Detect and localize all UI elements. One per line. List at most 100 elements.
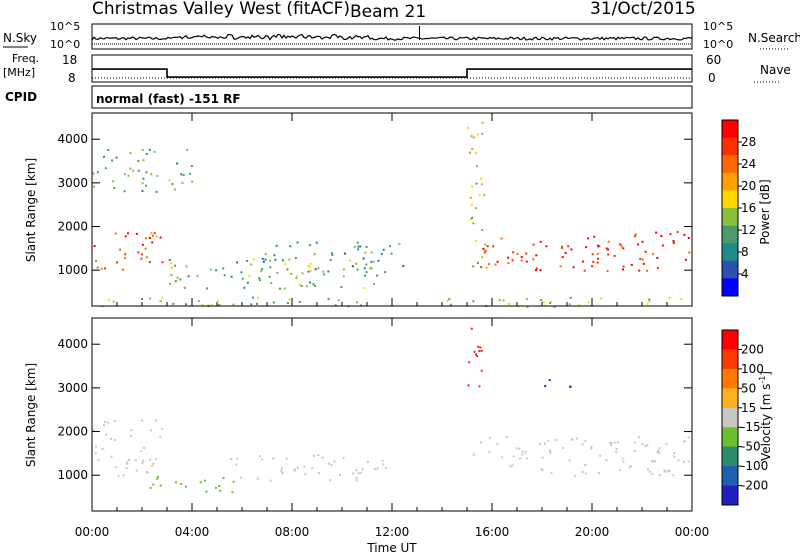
scatter-cell bbox=[651, 473, 654, 476]
scatter-cell bbox=[268, 275, 271, 278]
scatter-cell bbox=[477, 345, 480, 348]
scatter-cell bbox=[137, 160, 140, 163]
colorbar-segment bbox=[722, 137, 738, 156]
scatter-cell bbox=[610, 444, 613, 447]
scatter-cell bbox=[243, 286, 246, 289]
scatter-cell bbox=[502, 299, 505, 302]
nsearch-tick-top: 10^5 bbox=[703, 20, 733, 33]
scatter-cell bbox=[480, 183, 483, 186]
scatter-cell bbox=[607, 240, 610, 243]
scatter-cell bbox=[123, 190, 126, 193]
colorbar-segment bbox=[722, 243, 738, 262]
scatter-cell bbox=[168, 179, 171, 182]
scatter-cell bbox=[607, 248, 610, 251]
scatter-cell bbox=[655, 231, 658, 234]
colorbar-segment bbox=[722, 190, 738, 209]
scatter-cell bbox=[561, 245, 563, 248]
scatter-cell bbox=[214, 486, 217, 489]
scatter-cell bbox=[313, 253, 316, 256]
scatter-cell bbox=[154, 419, 157, 422]
scatter-cell bbox=[356, 301, 359, 304]
scatter-cell bbox=[472, 136, 475, 139]
scatter-cell bbox=[146, 471, 149, 474]
scatter-cell bbox=[135, 232, 138, 235]
scatter-cell bbox=[540, 468, 543, 471]
scatter-cell bbox=[182, 174, 185, 176]
scatter-cell bbox=[596, 244, 599, 247]
scatter-cell bbox=[103, 424, 105, 427]
scatter-cell bbox=[596, 261, 599, 264]
scatter-cell bbox=[646, 302, 649, 305]
scatter-cell bbox=[308, 265, 311, 268]
scatter-cell bbox=[471, 185, 474, 188]
ytick-label: 1000 bbox=[57, 263, 88, 277]
ytick-label: 4000 bbox=[57, 132, 88, 146]
freq-step-line bbox=[92, 68, 692, 78]
colorbar-segment bbox=[722, 260, 738, 279]
scatter-cell bbox=[516, 253, 519, 255]
scatter-cell bbox=[218, 304, 221, 306]
scatter-cell bbox=[480, 177, 482, 180]
scatter-cell bbox=[352, 472, 355, 475]
scatter-cell bbox=[525, 252, 528, 255]
scatter-cell bbox=[569, 385, 572, 388]
scatter-cell bbox=[288, 258, 291, 261]
scatter-cell bbox=[155, 235, 158, 238]
scatter-cell bbox=[203, 479, 206, 482]
scatter-cell bbox=[384, 271, 387, 274]
scatter-cell bbox=[148, 261, 151, 264]
colorbar-segment bbox=[722, 120, 738, 139]
scatter-cell bbox=[646, 269, 648, 272]
scatter-cell bbox=[141, 253, 143, 256]
scatter-cell bbox=[654, 460, 657, 463]
scatter-cell bbox=[355, 479, 358, 482]
scatter-cell bbox=[590, 445, 593, 448]
colorbar-tick-label: 15 bbox=[741, 401, 756, 415]
scatter-cell bbox=[104, 421, 106, 423]
scatter-cell bbox=[161, 261, 164, 264]
scatter-cell bbox=[137, 169, 140, 172]
scatter-cell bbox=[496, 443, 499, 445]
xtick-label: 20:00 bbox=[575, 525, 610, 539]
scatter-cell bbox=[365, 263, 368, 266]
scatter-cell bbox=[309, 270, 312, 272]
power-panel-frame bbox=[91, 112, 693, 307]
scatter-cell bbox=[132, 169, 135, 172]
colorbar-segment bbox=[722, 446, 738, 467]
scatter-cell bbox=[290, 272, 293, 275]
scatter-cell bbox=[568, 459, 571, 462]
scatter-cell bbox=[677, 459, 680, 462]
scatter-cell bbox=[641, 443, 644, 446]
scatter-cell bbox=[205, 490, 208, 493]
scatter-cell bbox=[532, 258, 535, 261]
scatter-cell bbox=[241, 277, 244, 280]
scatter-cell bbox=[402, 265, 405, 268]
scatter-cell bbox=[489, 436, 492, 439]
scatter-cell bbox=[553, 305, 556, 308]
scatter-cell bbox=[191, 180, 194, 183]
scatter-cell bbox=[361, 468, 364, 471]
scatter-cell bbox=[619, 243, 622, 246]
scatter-cell bbox=[222, 267, 225, 270]
scatter-cell bbox=[359, 245, 362, 248]
scatter-cell bbox=[199, 481, 202, 484]
scatter-cell bbox=[480, 266, 483, 269]
scatter-cell bbox=[570, 248, 573, 251]
colorbar-tick-label: -100 bbox=[741, 459, 768, 473]
scatter-cell bbox=[672, 474, 675, 477]
scatter-cell bbox=[142, 459, 145, 462]
scatter-cell bbox=[688, 251, 691, 254]
scatter-cell bbox=[285, 457, 288, 460]
scatter-cell bbox=[309, 281, 312, 284]
scatter-cell bbox=[616, 441, 619, 444]
scatter-cell bbox=[210, 304, 213, 307]
scatter-cell bbox=[293, 468, 296, 471]
scatter-cell bbox=[252, 296, 254, 299]
time-axis-label: Time UT bbox=[366, 541, 417, 554]
scatter-cell bbox=[259, 455, 261, 458]
scatter-cell bbox=[474, 152, 477, 155]
scatter-cell bbox=[622, 265, 625, 268]
scatter-cell bbox=[500, 237, 503, 240]
scatter-cell bbox=[140, 257, 143, 260]
scatter-cell bbox=[322, 270, 325, 273]
